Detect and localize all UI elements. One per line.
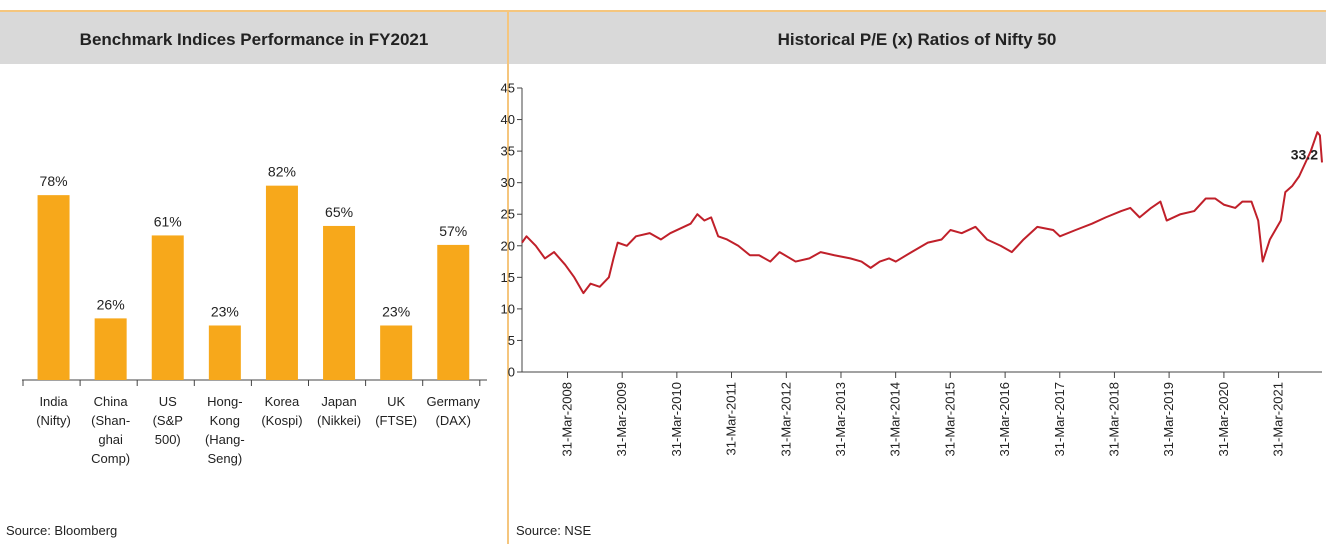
x-tick-label: 31-Mar-2018	[1106, 382, 1121, 456]
line-series	[521, 131, 1323, 295]
x-tick-label: 31-Mar-2008	[560, 382, 575, 456]
bar	[208, 325, 241, 380]
header-band	[509, 12, 1326, 64]
bar	[380, 325, 413, 380]
x-tick-label: 31-Mar-2013	[833, 382, 848, 456]
y-tick-label: 25	[501, 207, 515, 222]
y-tick-label: 0	[508, 365, 515, 380]
x-tick-label: 31-Mar-2009	[614, 382, 629, 456]
header-band	[0, 12, 507, 64]
x-tick-label: 31-Mar-2019	[1161, 382, 1176, 456]
y-tick-label: 5	[508, 333, 515, 348]
x-tick-label: 31-Mar-2015	[942, 382, 957, 456]
x-tick-label: 31-Mar-2016	[997, 382, 1012, 456]
x-tick-label: 31-Mar-2010	[669, 382, 684, 456]
x-tick-label: 31-Mar-2017	[1052, 382, 1067, 456]
y-tick-label: 20	[501, 238, 515, 253]
chart-title: Benchmark Indices Performance in FY2021	[80, 30, 429, 49]
source-note: Source: Bloomberg	[6, 523, 117, 538]
y-tick-label: 15	[501, 270, 515, 285]
data-label: 82%	[268, 164, 296, 180]
data-label: 23%	[211, 303, 239, 319]
x-tick-label: 31-Mar-2012	[778, 382, 793, 456]
y-tick-label: 45	[501, 81, 515, 96]
y-tick-label: 30	[501, 175, 515, 190]
y-tick-label: 35	[501, 144, 515, 159]
x-tick-label: China (Shan- ghai Comp)	[91, 394, 131, 466]
source-note: Source: NSE	[516, 523, 591, 538]
y-tick-label: 40	[501, 112, 515, 127]
x-tick-label: 31-Mar-2020	[1216, 382, 1231, 456]
data-label: 65%	[325, 204, 353, 220]
bar	[94, 318, 127, 380]
data-label: 26%	[97, 296, 125, 312]
x-tick-label: Japan (Nikkei)	[317, 394, 362, 428]
x-tick-label: Hong- Kong (Hang- Seng)	[204, 394, 245, 466]
data-label: 61%	[154, 213, 182, 229]
bar	[265, 185, 298, 380]
x-tick-label: Korea (Kospi)	[261, 394, 303, 428]
bar	[37, 195, 70, 380]
x-tick-label: US (S&P 500)	[152, 394, 183, 447]
x-tick-label: India (Nifty)	[36, 394, 71, 428]
x-tick-label: UK (FTSE)	[375, 394, 418, 428]
bar	[151, 235, 184, 380]
bar	[323, 225, 356, 380]
data-label: 23%	[382, 303, 410, 319]
x-tick-label: 31-Mar-2014	[888, 382, 903, 456]
bar	[437, 244, 470, 380]
x-tick-label: 31-Mar-2021	[1271, 382, 1286, 456]
end-annotation: 33.2	[1291, 146, 1318, 162]
chart-title: Historical P/E (x) Ratios of Nifty 50	[778, 30, 1057, 49]
x-tick-label: 31-Mar-2011	[724, 382, 739, 455]
data-label: 78%	[40, 173, 68, 189]
x-tick-label: Germany (DAX)	[426, 394, 480, 428]
data-label: 57%	[439, 223, 467, 239]
y-tick-label: 10	[501, 301, 515, 316]
